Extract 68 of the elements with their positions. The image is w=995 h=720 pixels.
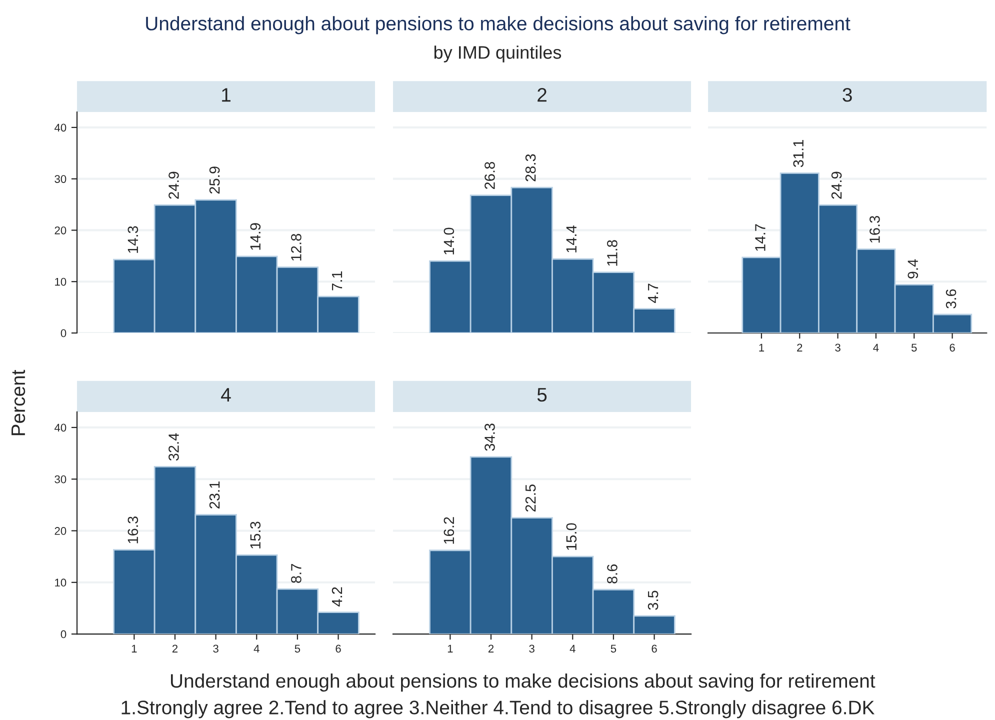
data-label: 15.0 — [566, 523, 577, 550]
x-tick-label: 3 — [213, 644, 218, 653]
x-tick-label: 1 — [132, 644, 137, 652]
data-label: 16.2 — [444, 517, 454, 544]
x-tick-label: 5 — [911, 344, 917, 352]
x-tick-label: 6 — [336, 644, 341, 653]
chart-title: 4 — [221, 388, 231, 402]
data-label: 11.8 — [607, 240, 618, 266]
data-label: 15.3 — [250, 522, 261, 548]
data-label: 34.3 — [484, 424, 495, 451]
data-label: 28.3 — [525, 154, 536, 182]
y-tick-label: 10 — [55, 578, 66, 587]
data-label: 7.1 — [332, 271, 342, 290]
data-label: 14.0 — [444, 228, 454, 254]
data-label: 25.9 — [209, 166, 220, 194]
data-label: 24.9 — [168, 172, 179, 199]
data-label: 3.6 — [946, 289, 956, 308]
x-tick-label: 6 — [652, 644, 657, 653]
text: Percent — [12, 370, 26, 436]
x-tick-label: 2 — [488, 644, 494, 652]
y-tick-label: 10 — [55, 278, 66, 286]
x-tick-label: 1 — [448, 644, 453, 652]
text: 1.Strongly agree 2.Tend to agree 3.Neither 4.Tend to disagree 5.Strongly disagree 6.DK — [122, 700, 875, 718]
data-label: 3.5 — [648, 590, 658, 610]
data-label: 8.7 — [291, 564, 302, 583]
y-tick-label: 30 — [54, 475, 66, 484]
x-tick-label: 2 — [797, 344, 802, 352]
data-label: 31.1 — [793, 140, 804, 168]
y-tick-label: 40 — [54, 124, 66, 132]
x-tick-label: 5 — [294, 644, 300, 653]
text: Understand enough about pensions to make decisions about saving for retirement — [170, 673, 876, 692]
y-tick-label: 20 — [54, 226, 66, 234]
data-label: 14.9 — [250, 223, 261, 250]
data-label: 4.7 — [648, 284, 658, 303]
chart-title: 3 — [842, 88, 852, 102]
text: Understand enough about pensions to make decisions about saving for retirement — [146, 16, 850, 34]
data-label: 16.3 — [128, 516, 138, 544]
y-tick-label: 0 — [60, 630, 66, 638]
data-label: 23.1 — [209, 482, 220, 508]
data-label: 9.4 — [908, 259, 918, 278]
y-tick-label: 30 — [54, 175, 66, 183]
x-tick-label: 3 — [835, 344, 840, 352]
y-tick-label: 20 — [54, 527, 66, 535]
data-label: 12.8 — [291, 234, 302, 261]
text: by IMD quintiles — [434, 46, 562, 62]
data-label: 8.6 — [607, 564, 618, 584]
x-tick-label: 5 — [610, 644, 616, 653]
x-tick-label: 2 — [172, 644, 178, 652]
x-tick-label: 4 — [873, 344, 879, 352]
data-label: 14.4 — [566, 225, 576, 252]
data-label: 24.9 — [831, 172, 842, 199]
chart-title: 2 — [538, 88, 546, 102]
data-label: 26.8 — [484, 162, 495, 189]
data-label: 14.7 — [755, 224, 766, 251]
chart-title: 1 — [222, 88, 230, 102]
x-tick-label: 6 — [950, 344, 955, 352]
y-tick-label: 0 — [60, 329, 66, 338]
data-label: 22.5 — [525, 484, 536, 512]
x-tick-label: 4 — [254, 644, 260, 652]
y-tick-label: 40 — [54, 424, 66, 432]
chart-title: 5 — [537, 388, 547, 402]
data-label: 4.2 — [332, 587, 342, 606]
x-tick-label: 3 — [529, 644, 534, 653]
data-label: 32.4 — [168, 433, 179, 461]
data-label: 14.3 — [128, 226, 138, 253]
x-tick-label: 4 — [570, 644, 576, 652]
data-label: 16.3 — [870, 216, 880, 243]
x-tick-label: 1 — [759, 344, 764, 352]
